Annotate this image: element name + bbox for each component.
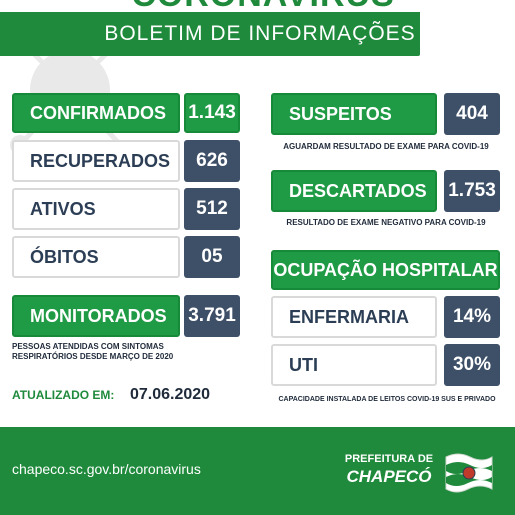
- monitorados-label: MONITORADOS: [12, 295, 180, 337]
- obitos-label: ÓBITOS: [12, 236, 180, 278]
- recuperados-value: 626: [184, 140, 240, 182]
- website-link[interactable]: chapeco.sc.gov.br/coronavirus: [12, 461, 201, 477]
- logo-line1: PREFEITURA DE: [344, 453, 434, 465]
- obitos-value: 05: [184, 236, 240, 278]
- confirmados-label: CONFIRMADOS: [12, 93, 180, 133]
- confirmados-value: 1.143: [184, 93, 240, 133]
- ativos-value: 512: [184, 188, 240, 230]
- suspeitos-label: SUSPEITOS: [271, 93, 437, 135]
- capacidade-note: CAPACIDADE INSTALADA DE LEITOS COVID-19 …: [278, 396, 496, 403]
- logo-line2: CHAPECÓ: [346, 467, 432, 486]
- uti-label: UTI: [271, 344, 437, 386]
- page-title: CORONAVIRUS: [108, 0, 418, 8]
- descartados-note: RESULTADO DE EXAME NEGATIVO PARA COVID-1…: [286, 218, 486, 227]
- updated-label: ATUALIZADO EM:: [12, 388, 115, 402]
- footer: chapeco.sc.gov.br/coronavirus PREFEITURA…: [0, 427, 515, 515]
- monitorados-value: 3.791: [184, 295, 240, 337]
- descartados-label: DESCARTADOS: [271, 170, 437, 212]
- bulletin-title: BOLETIM DE INFORMAÇÕES: [104, 22, 416, 45]
- suspeitos-note: AGUARDAM RESULTADO DE EXAME PARA COVID-1…: [283, 142, 489, 151]
- bulletin-banner: BOLETIM DE INFORMAÇÕES: [0, 12, 420, 56]
- descartados-value: 1.753: [444, 170, 500, 212]
- city-logo: PREFEITURA DE CHAPECÓ: [340, 449, 500, 499]
- city-flag-icon: [445, 453, 493, 493]
- recuperados-label: RECUPERADOS: [12, 140, 180, 182]
- monitorados-note-line2: RESPIRATÓRIOS DESDE MARÇO DE 2020: [12, 352, 174, 361]
- uti-value: 30%: [444, 344, 500, 386]
- enfermaria-label: ENFERMARIA: [271, 296, 437, 338]
- monitorados-note-line1: PESSOAS ATENDIDAS COM SINTOMAS: [12, 342, 164, 351]
- monitorados-note: PESSOAS ATENDIDAS COM SINTOMAS RESPIRATÓ…: [12, 342, 242, 362]
- suspeitos-value: 404: [444, 93, 500, 135]
- ativos-label: ATIVOS: [12, 188, 180, 230]
- updated-date: 07.06.2020: [130, 386, 211, 403]
- enfermaria-value: 14%: [444, 296, 500, 338]
- ocupacao-title: OCUPAÇÃO HOSPITALAR: [271, 250, 500, 290]
